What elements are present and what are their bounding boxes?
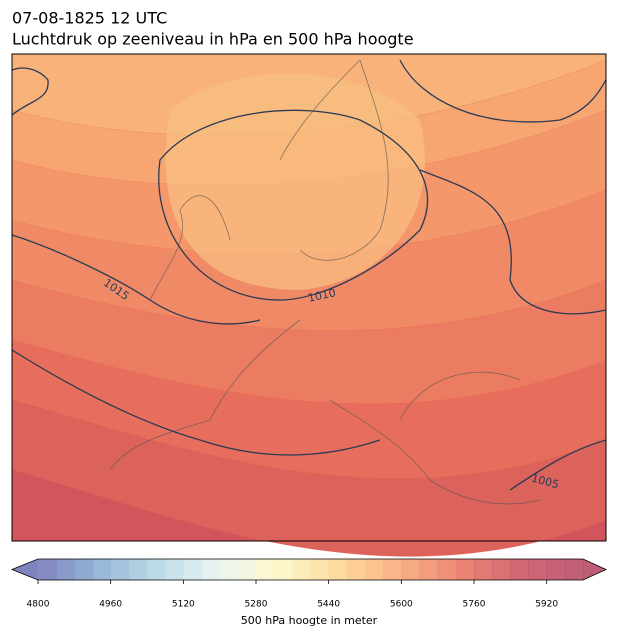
colorbar-segment <box>564 559 584 580</box>
colorbar-segment <box>147 559 166 580</box>
colorbar-segment <box>328 559 348 580</box>
subtitle: Luchtdruk op zeeniveau in hPa en 500 hPa… <box>12 30 414 49</box>
title: 07-08-1825 12 UTC <box>12 9 167 28</box>
colorbar-tick-label: 5600 <box>390 600 413 610</box>
colorbar-tick-label: 4800 <box>27 600 50 610</box>
colorbar-segment <box>56 559 75 580</box>
colorbar-segment <box>492 559 511 580</box>
colorbar-extend-low <box>12 559 38 580</box>
colorbar-segment <box>92 559 112 580</box>
light-core <box>165 73 425 290</box>
isobar-label: 1010 <box>307 286 337 305</box>
colorbar-segment <box>455 559 475 580</box>
isobar <box>158 109 429 301</box>
colorbar-tick-label: 4960 <box>99 600 122 610</box>
colorbar-label: 500 hPa hoogte in meter <box>241 614 378 627</box>
isobar <box>11 349 381 456</box>
colorbar-segment <box>401 559 420 580</box>
colorbar-segment <box>165 559 184 580</box>
colorbar-segment <box>237 559 257 580</box>
colorbar-segment <box>528 559 548 580</box>
colorbar-extend-high <box>583 559 606 580</box>
colorbar-segment <box>292 559 311 580</box>
colorbar-segment <box>346 559 366 580</box>
colorbar-tick-label: 5280 <box>245 600 268 610</box>
colorbar-segment <box>128 559 148 580</box>
colorbar-segment <box>546 559 566 580</box>
colorbar-tick-label: 5760 <box>463 600 486 610</box>
colorbar-segment <box>110 559 130 580</box>
colorbar-segment <box>419 559 439 580</box>
colorbar-segment <box>256 559 275 580</box>
colorbar-segment <box>219 559 239 580</box>
colorbar-segment <box>201 559 221 580</box>
colorbar-segment <box>365 559 384 580</box>
colorbar-segment <box>183 559 202 580</box>
isobar <box>399 59 607 123</box>
isobar <box>11 234 261 325</box>
colorbar-segment <box>38 559 57 580</box>
colorbar-segment <box>310 559 330 580</box>
isobar <box>11 67 49 116</box>
colorbar-segment <box>474 559 493 580</box>
colorbar-tick-label: 5440 <box>317 600 340 610</box>
colorbar-segment <box>74 559 93 580</box>
colorbar-segment <box>274 559 293 580</box>
colorbar-segment <box>510 559 529 580</box>
colorbar-tick-label: 5120 <box>172 600 195 610</box>
colorbar-segment <box>437 559 457 580</box>
colorbar-tick-label: 5920 <box>535 600 558 610</box>
coastline <box>109 59 541 505</box>
isobar <box>509 439 607 491</box>
isobar <box>419 169 607 315</box>
map-frame <box>11 53 607 542</box>
colorbar-segment <box>383 559 402 580</box>
